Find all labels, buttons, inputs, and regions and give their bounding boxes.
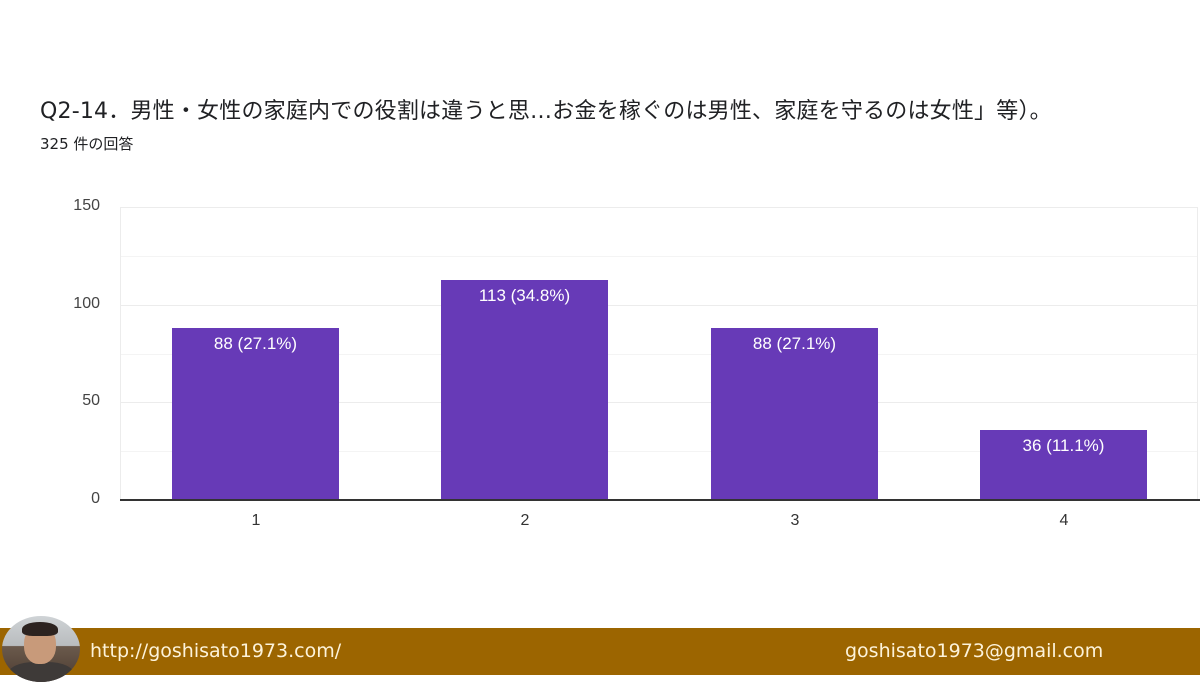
- avatar-hair: [22, 622, 58, 636]
- bar-2-label: 113 (34.8%): [478, 286, 571, 305]
- bar-4-label: 36 (11.1%): [1022, 436, 1105, 455]
- plot-right-border: [1197, 207, 1198, 500]
- x-tick-2: 2: [520, 512, 530, 529]
- bar-2[interactable]: 113 (34.8%): [441, 280, 608, 500]
- response-count: 325 件の回答: [40, 135, 134, 153]
- author-avatar: [2, 616, 80, 682]
- y-tick-100: 100: [73, 295, 100, 312]
- bar-4[interactable]: 36 (11.1%): [980, 430, 1147, 500]
- gridline-125: [120, 256, 1198, 257]
- bar-1[interactable]: 88 (27.1%): [172, 328, 339, 500]
- bar-3[interactable]: 88 (27.1%): [711, 328, 878, 500]
- bar-1-label: 88 (27.1%): [213, 334, 298, 353]
- gridline-150: [120, 207, 1198, 208]
- avatar-body: [8, 662, 74, 682]
- x-tick-1: 1: [251, 512, 261, 529]
- gridline-100: [120, 305, 1198, 306]
- y-tick-50: 50: [82, 392, 100, 409]
- bar-3-label: 88 (27.1%): [752, 334, 837, 353]
- gridline-50: [120, 402, 1198, 403]
- footer-website-link[interactable]: http://goshisato1973.com/: [90, 640, 342, 662]
- gridline-25: [120, 451, 1198, 452]
- x-axis-line: [120, 499, 1200, 501]
- plot-left-border: [120, 207, 121, 500]
- x-tick-4: 4: [1059, 512, 1069, 529]
- bar-chart: 150 100 50 0 88 (27.1%) 113 (34.8%) 88 (…: [73, 197, 1200, 529]
- page-title: Q2-14．男性・女性の家庭内での役割は違うと思…お金を稼ぐのは男性、家庭を守る…: [40, 99, 1052, 124]
- y-tick-150: 150: [73, 197, 100, 214]
- gridline-75: [120, 354, 1198, 355]
- footer-bar: [0, 628, 1200, 675]
- y-tick-0: 0: [91, 490, 100, 507]
- x-tick-3: 3: [790, 512, 800, 529]
- footer-email-link[interactable]: goshisato1973@gmail.com: [845, 640, 1104, 662]
